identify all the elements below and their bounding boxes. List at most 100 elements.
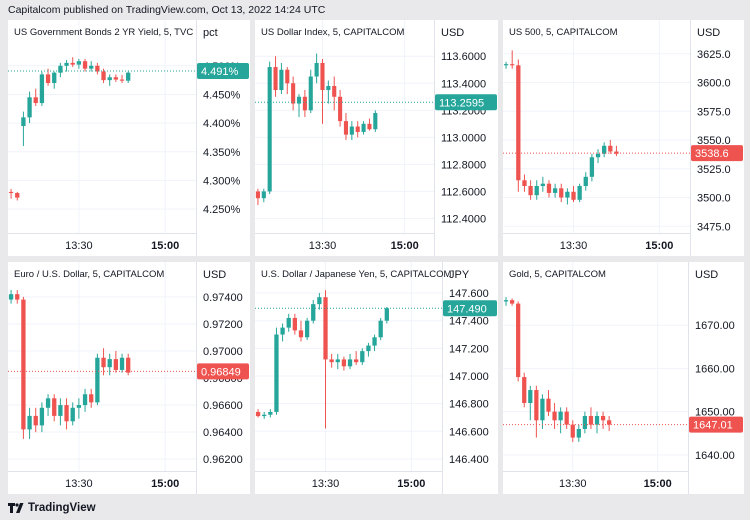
candle (292, 313, 297, 335)
y-tick-label: 4.250% (203, 204, 241, 216)
candle-body (594, 415, 600, 425)
candle (607, 415, 612, 432)
candle-body (583, 176, 588, 187)
candle (559, 183, 564, 203)
candle (304, 317, 310, 341)
candle-body (595, 153, 601, 158)
price-label-text: 0.96849 (201, 366, 241, 378)
y-tick-label: 4.350% (203, 147, 241, 159)
candle (95, 353, 100, 406)
candle (298, 320, 304, 342)
candle-body (355, 126, 360, 132)
candle-body (367, 123, 372, 130)
candles (255, 290, 389, 429)
candle-body (349, 126, 354, 135)
chart-title: US Dollar Index, 5, CAPITALCOM (261, 27, 405, 38)
candle (565, 188, 570, 205)
y-axis-ticks: 3625.0 3600.0 3575.0 3550.0 3525.0 3500.0 3475… (697, 49, 731, 233)
candle-body (326, 85, 331, 91)
chart-panel-eurusd[interactable]: 0.974000.972000.970000.968000.966000.964… (8, 262, 250, 494)
candle (510, 50, 515, 69)
candle-body (126, 72, 131, 81)
candle (347, 353, 353, 370)
candle-body (378, 320, 383, 338)
candle-body (70, 62, 75, 65)
publisher-header: Capitalcom published on TradingView.com,… (8, 4, 326, 16)
price-axis-unit: USD (203, 269, 227, 281)
candle-body (341, 359, 347, 367)
candle-body (614, 151, 619, 154)
y-tick-label: 4.400% (203, 118, 241, 130)
candle (343, 113, 349, 141)
candle (82, 58, 88, 72)
candle-body (329, 359, 334, 363)
y-tick-label: 1660.00 (695, 363, 735, 375)
candle (534, 180, 539, 200)
candle-body (76, 405, 82, 408)
candle (323, 290, 328, 429)
candle (528, 385, 533, 421)
x-axis-ticks: 13:30 15:00 (559, 478, 672, 490)
price-label-bg (435, 94, 497, 111)
candle (367, 118, 372, 131)
candle (45, 394, 51, 416)
candle-body (304, 320, 310, 338)
candles (8, 290, 131, 439)
chart-panel-us500[interactable]: 3625.0 3600.0 3575.0 3550.0 3525.0 3500.0 3475… (503, 20, 744, 256)
candle-body (522, 180, 527, 187)
grid (255, 262, 442, 472)
candle (21, 111, 26, 147)
x-tick-label: 15:00 (397, 478, 425, 490)
chart-svg-gold: 1670.00 1660.00 1650.00 1640.00 1647.01 13:30… (503, 262, 743, 494)
candle (255, 409, 261, 418)
price-label-text: 1647.01 (693, 420, 733, 432)
chart-panel-usdjpy[interactable]: 147.600 147.400 147.200 147.000 146.800 146.6… (255, 262, 498, 494)
y-tick-label: 113.0000 (441, 132, 486, 144)
candle (70, 57, 75, 67)
candle (291, 76, 296, 111)
grid (503, 262, 688, 472)
candle (588, 407, 594, 429)
price-axis-unit: USD (697, 27, 721, 39)
chart-panel-gold[interactable]: 1670.00 1660.00 1650.00 1640.00 1647.01 13:30… (503, 262, 744, 494)
candle-body (608, 145, 613, 152)
y-tick-label: 0.96200 (203, 454, 243, 466)
y-tick-label: 113.4000 (441, 78, 486, 90)
candle (89, 388, 94, 408)
candle (267, 61, 272, 195)
candle (82, 388, 88, 412)
chart-panel-dxy[interactable]: 113.6000 113.4000 113.2000 113.0000 112.8000… (255, 20, 498, 256)
candle-body (589, 157, 595, 177)
y-tick-label: 3600.0 (697, 78, 731, 90)
candle-body (267, 67, 272, 192)
x-tick-label: 15:00 (644, 478, 672, 490)
chart-panel-us2y[interactable]: 4.500%4.450%4.400%4.350%4.300%4.250%4.49… (8, 20, 250, 256)
y-tick-label: 147.200 (449, 343, 489, 355)
price-axis-unit: pct (203, 27, 218, 39)
candle-body (552, 411, 557, 421)
candle-body (58, 65, 63, 73)
y-tick-label: 146.800 (449, 399, 489, 411)
chart-svg-dxy: 113.6000113.4000113.2000113.0000112.8000… (255, 20, 497, 256)
candle-body (558, 411, 563, 421)
candle-body (332, 85, 337, 97)
candle-body (372, 337, 377, 346)
x-axis-ticks: 13:30 15:00 (312, 478, 426, 490)
chart-title: U.S. Dollar / Japanese Yen, 5, CAPITALCO… (261, 269, 452, 280)
y-axis-ticks: 1670.00 1660.00 1650.00 1640.00 (695, 320, 735, 462)
candle-body (280, 327, 285, 335)
candle-body (279, 69, 284, 91)
candle-body (15, 294, 20, 300)
candle (546, 390, 551, 416)
candle-body (261, 191, 266, 199)
candle-body (311, 304, 316, 321)
candle (528, 180, 533, 200)
candle-body (564, 411, 569, 425)
candle (558, 407, 563, 434)
candle (335, 353, 340, 370)
candle-body (576, 428, 581, 438)
candle-body (347, 359, 353, 367)
candle (261, 188, 266, 203)
candle (27, 91, 32, 124)
candle-body (384, 308, 389, 321)
